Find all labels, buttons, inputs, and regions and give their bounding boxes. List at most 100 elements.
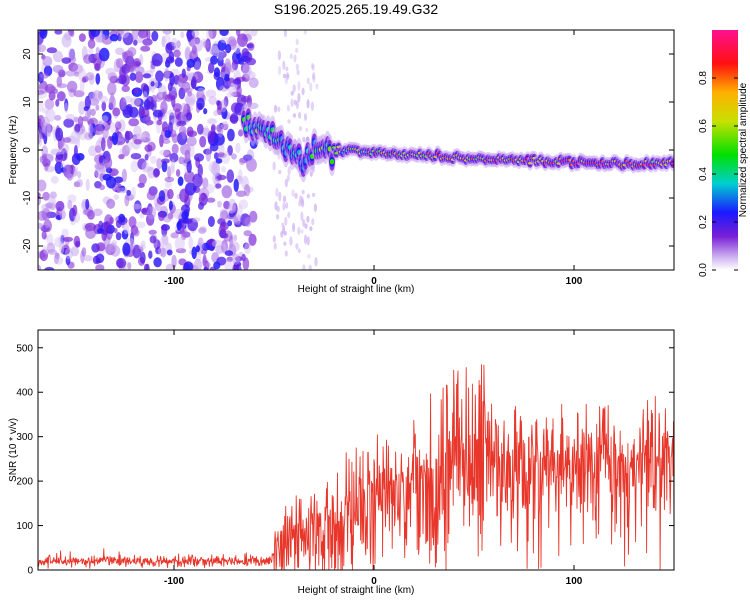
noise-speckle — [209, 49, 215, 55]
noise-speckle — [102, 173, 112, 181]
noise-speckle — [61, 57, 72, 64]
noise-speckle — [278, 169, 282, 175]
noise-speckle — [228, 198, 237, 212]
noise-speckle — [139, 251, 146, 264]
noise-speckle — [185, 92, 196, 106]
noise-speckle — [149, 63, 156, 73]
noise-speckle — [224, 250, 233, 256]
noise-speckle — [135, 66, 145, 75]
noise-speckle — [109, 34, 119, 42]
noise-speckle — [306, 236, 310, 246]
y-tick-label: 0 — [27, 566, 33, 577]
noise-speckle — [73, 235, 81, 248]
noise-speckle — [297, 92, 301, 103]
noise-speckle — [160, 234, 169, 247]
noise-speckle — [40, 73, 49, 79]
noise-speckle — [115, 47, 125, 56]
y-tick-label: 200 — [16, 477, 33, 488]
noise-speckle — [162, 91, 168, 102]
noise-speckle — [292, 222, 296, 233]
noise-speckle — [191, 246, 197, 260]
noise-speckle — [291, 189, 295, 197]
noise-speckle — [84, 95, 91, 110]
noise-speckle — [191, 30, 200, 38]
noise-speckle — [203, 40, 210, 49]
noise-speckle — [290, 90, 294, 96]
noise-speckle — [142, 38, 153, 46]
noise-speckle — [309, 82, 313, 92]
noise-speckle — [300, 211, 304, 221]
noise-speckle — [284, 250, 288, 257]
noise-speckle — [206, 197, 216, 203]
noise-speckle — [81, 77, 87, 83]
noise-speckle — [180, 143, 191, 156]
noise-speckle — [298, 111, 302, 119]
noise-speckle — [70, 30, 75, 38]
noise-speckle — [224, 62, 232, 75]
noise-speckle — [283, 241, 287, 246]
noise-speckle — [225, 43, 232, 54]
noise-speckle — [174, 42, 181, 48]
noise-speckle — [295, 38, 299, 46]
noise-speckle — [215, 183, 222, 189]
noise-speckle — [179, 125, 187, 135]
noise-speckle — [183, 87, 193, 94]
noise-speckle — [65, 113, 75, 120]
noise-speckle — [184, 96, 194, 104]
noise-speckle — [138, 173, 147, 185]
noise-speckle — [302, 136, 306, 143]
noise-speckle — [107, 117, 112, 126]
noise-speckle — [305, 127, 309, 133]
noise-speckle — [72, 64, 84, 74]
noise-speckle — [99, 184, 105, 191]
noise-speckle — [221, 239, 229, 254]
colorbar-ticks: 0.0 0.2 0.4 0.6 0.8 — [698, 71, 738, 277]
noise-speckle — [227, 204, 237, 214]
noise-speckle — [170, 232, 179, 239]
noise-speckle — [298, 126, 303, 132]
noise-speckle — [193, 153, 205, 162]
x-tick-label: 0 — [371, 576, 377, 587]
noise-speckle — [165, 56, 175, 64]
noise-speckle — [95, 257, 101, 264]
noise-speckle — [137, 30, 149, 39]
noise-speckle — [236, 85, 242, 98]
y-tick-label: -20 — [22, 238, 33, 253]
noise-speckle — [107, 72, 118, 82]
noise-speckle — [61, 33, 72, 48]
snr-frame — [37, 329, 675, 571]
noise-speckle — [287, 166, 291, 176]
noise-speckle — [167, 165, 175, 175]
noise-speckle — [84, 110, 91, 122]
noise-speckle — [177, 77, 186, 88]
noise-speckle — [44, 162, 49, 171]
noise-speckle — [220, 37, 230, 44]
noise-speckle — [306, 77, 310, 85]
noise-speckle — [90, 30, 101, 38]
noise-speckle — [180, 226, 187, 241]
noise-speckle — [73, 116, 79, 123]
noise-speckle — [95, 73, 101, 85]
noise-speckle — [204, 262, 211, 268]
spectrogram-x-label: Height of straight line (km) — [298, 284, 415, 295]
noise-speckle — [110, 122, 116, 133]
noise-speckle — [213, 110, 219, 117]
noise-speckle — [158, 211, 165, 222]
noise-speckle — [87, 38, 96, 49]
noise-speckle — [301, 199, 305, 208]
noise-speckle — [87, 48, 94, 55]
noise-speckle — [140, 240, 146, 248]
spectrogram-y-ticks: 20 10 0 -10 -20 — [22, 48, 674, 253]
noise-speckle — [301, 87, 305, 96]
noise-speckle — [224, 73, 230, 82]
noise-speckle — [186, 160, 192, 174]
noise-speckle — [76, 179, 83, 188]
noise-speckle — [152, 109, 164, 118]
noise-speckle — [67, 199, 73, 210]
noise-speckle — [213, 261, 221, 270]
noise-speckle — [122, 242, 131, 256]
noise-speckle — [46, 47, 58, 54]
noise-speckle — [286, 174, 290, 182]
noise-speckle — [42, 191, 50, 201]
noise-speckle — [140, 45, 151, 52]
